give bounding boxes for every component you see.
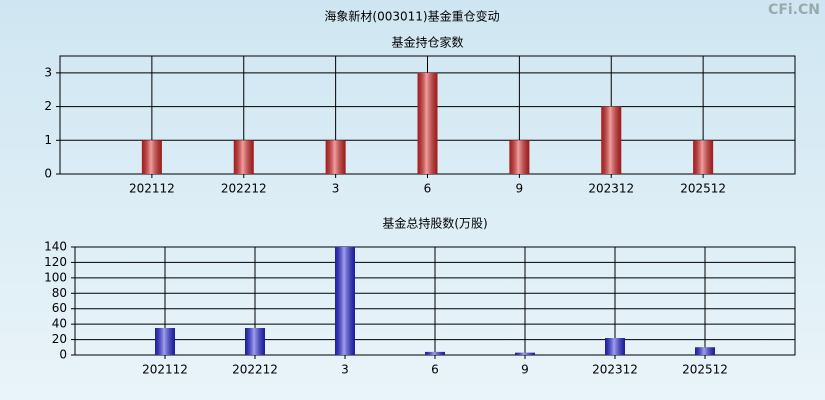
subplot-title: 基金总持股数(万股) bbox=[382, 216, 487, 231]
x-tick-label: 9 bbox=[521, 363, 529, 377]
bar-shine bbox=[325, 140, 346, 174]
bar-shine bbox=[695, 347, 715, 355]
bar-shine bbox=[515, 352, 535, 355]
y-tick-label: 3 bbox=[44, 65, 52, 79]
y-tick-label: 100 bbox=[44, 270, 67, 284]
y-tick-label: 20 bbox=[52, 332, 67, 346]
x-tick-label: 202112 bbox=[142, 363, 188, 377]
x-tick-label: 3 bbox=[332, 182, 340, 196]
y-tick-label: 120 bbox=[44, 255, 67, 269]
y-tick-label: 2 bbox=[44, 99, 52, 113]
page-title: 海象新材(003011)基金重仓变动 bbox=[324, 9, 499, 24]
y-tick-label: 1 bbox=[44, 133, 52, 147]
y-tick-label: 60 bbox=[52, 301, 67, 315]
x-tick-label: 202112 bbox=[129, 182, 175, 196]
x-tick-label: 202512 bbox=[680, 182, 726, 196]
y-tick-label: 80 bbox=[52, 286, 67, 300]
bar-shine bbox=[425, 351, 445, 355]
bar-shine bbox=[417, 72, 438, 174]
bar-shine bbox=[335, 247, 355, 355]
bar-shine bbox=[693, 140, 714, 174]
bar-shine bbox=[155, 328, 175, 355]
x-tick-label: 202212 bbox=[221, 182, 267, 196]
x-tick-label: 202512 bbox=[682, 363, 728, 377]
bar-shine bbox=[233, 140, 254, 174]
subplot-title: 基金持仓家数 bbox=[391, 35, 463, 50]
y-tick-label: 140 bbox=[44, 240, 67, 254]
x-tick-label: 6 bbox=[424, 182, 432, 196]
x-tick-label: 202212 bbox=[232, 363, 278, 377]
y-tick-label: 40 bbox=[52, 317, 67, 331]
x-tick-label: 9 bbox=[516, 182, 524, 196]
bar-shine bbox=[509, 140, 530, 174]
watermark: CFi.CN bbox=[768, 2, 820, 18]
x-tick-label: 6 bbox=[431, 363, 439, 377]
x-tick-label: 3 bbox=[341, 363, 349, 377]
x-tick-label: 202312 bbox=[592, 363, 638, 377]
y-tick-label: 0 bbox=[59, 348, 67, 362]
bar-shine bbox=[605, 338, 625, 355]
x-tick-label: 202312 bbox=[588, 182, 634, 196]
y-tick-label: 0 bbox=[44, 167, 52, 181]
bar-shine bbox=[141, 140, 162, 174]
bar-shine bbox=[245, 328, 265, 355]
bar-shine bbox=[601, 106, 622, 174]
